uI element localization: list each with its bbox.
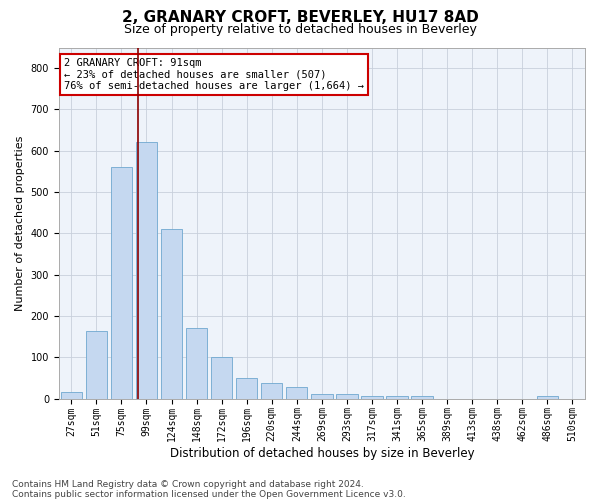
Bar — [86, 331, 107, 398]
X-axis label: Distribution of detached houses by size in Beverley: Distribution of detached houses by size … — [170, 447, 474, 460]
Bar — [537, 396, 558, 398]
Bar — [186, 328, 207, 398]
Bar — [286, 387, 307, 398]
Bar — [336, 394, 358, 398]
Y-axis label: Number of detached properties: Number of detached properties — [15, 136, 25, 310]
Bar — [412, 396, 433, 398]
Bar — [311, 394, 332, 398]
Bar — [136, 142, 157, 398]
Text: Contains HM Land Registry data © Crown copyright and database right 2024.
Contai: Contains HM Land Registry data © Crown c… — [12, 480, 406, 499]
Bar — [161, 229, 182, 398]
Bar — [236, 378, 257, 398]
Bar — [111, 168, 132, 398]
Bar — [61, 392, 82, 398]
Text: Size of property relative to detached houses in Beverley: Size of property relative to detached ho… — [124, 22, 476, 36]
Text: 2, GRANARY CROFT, BEVERLEY, HU17 8AD: 2, GRANARY CROFT, BEVERLEY, HU17 8AD — [122, 10, 478, 25]
Bar — [211, 358, 232, 399]
Bar — [386, 396, 408, 398]
Bar — [261, 383, 283, 398]
Text: 2 GRANARY CROFT: 91sqm
← 23% of detached houses are smaller (507)
76% of semi-de: 2 GRANARY CROFT: 91sqm ← 23% of detached… — [64, 58, 364, 91]
Bar — [361, 396, 383, 398]
